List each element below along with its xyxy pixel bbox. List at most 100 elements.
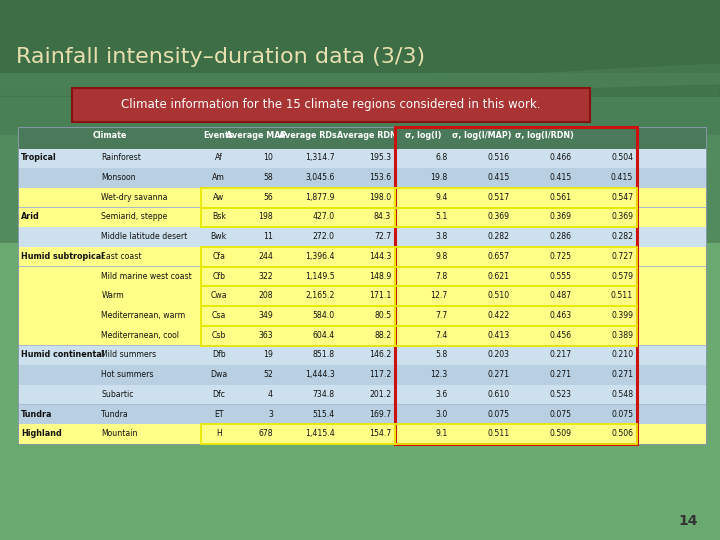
Text: 5.8: 5.8 — [436, 350, 448, 360]
Text: 12.3: 12.3 — [431, 370, 448, 379]
Text: Tundra: Tundra — [102, 409, 128, 418]
Text: Dwa: Dwa — [210, 370, 228, 379]
Text: 72.7: 72.7 — [374, 232, 391, 241]
Text: 734.8: 734.8 — [312, 390, 335, 399]
Text: 4: 4 — [268, 390, 273, 399]
Text: Tundra: Tundra — [21, 409, 53, 418]
Text: Am: Am — [212, 173, 225, 182]
Text: Csb: Csb — [212, 330, 226, 340]
Text: ET: ET — [214, 409, 224, 418]
Text: 0.579: 0.579 — [611, 272, 633, 281]
Text: 153.6: 153.6 — [369, 173, 391, 182]
Text: 88.2: 88.2 — [374, 330, 391, 340]
Text: 52: 52 — [264, 370, 273, 379]
Text: Warm: Warm — [102, 291, 124, 300]
Text: 19: 19 — [263, 350, 273, 360]
Text: 154.7: 154.7 — [369, 429, 391, 438]
Text: 0.415: 0.415 — [549, 173, 572, 182]
Text: East coast: East coast — [102, 252, 142, 261]
Text: 3.0: 3.0 — [436, 409, 448, 418]
Text: σ, log(I/MAP): σ, log(I/MAP) — [452, 131, 512, 140]
Text: Events: Events — [204, 131, 234, 140]
Text: Rainforest: Rainforest — [102, 153, 141, 163]
Text: Mild summers: Mild summers — [102, 350, 156, 360]
Text: 1,444.3: 1,444.3 — [305, 370, 335, 379]
Text: 84.3: 84.3 — [374, 212, 391, 221]
Text: Cfa: Cfa — [212, 252, 225, 261]
Text: Climate: Climate — [92, 131, 127, 140]
Text: 3: 3 — [268, 409, 273, 418]
Text: 3,045.6: 3,045.6 — [305, 173, 335, 182]
Text: 0.389: 0.389 — [611, 330, 633, 340]
Text: Mountain: Mountain — [102, 429, 138, 438]
Text: 427.0: 427.0 — [312, 212, 335, 221]
Text: 515.4: 515.4 — [312, 409, 335, 418]
Text: 0.523: 0.523 — [549, 390, 572, 399]
Text: 1,396.4: 1,396.4 — [305, 252, 335, 261]
Text: 0.463: 0.463 — [549, 311, 572, 320]
Text: 0.203: 0.203 — [487, 350, 510, 360]
Text: 0.548: 0.548 — [611, 390, 633, 399]
Text: 0.547: 0.547 — [611, 193, 633, 202]
Text: 198.0: 198.0 — [369, 193, 391, 202]
Text: 148.9: 148.9 — [369, 272, 391, 281]
Text: Af: Af — [215, 153, 222, 163]
Text: 1,877.9: 1,877.9 — [305, 193, 335, 202]
Text: Bwk: Bwk — [211, 232, 227, 241]
Text: Monsoon: Monsoon — [102, 173, 136, 182]
Text: 322: 322 — [258, 272, 273, 281]
Text: 58: 58 — [264, 173, 273, 182]
Text: 9.4: 9.4 — [435, 193, 448, 202]
Text: Average MAP: Average MAP — [226, 131, 287, 140]
Text: 0.271: 0.271 — [487, 370, 510, 379]
Text: 0.415: 0.415 — [611, 173, 633, 182]
Text: 349: 349 — [258, 311, 273, 320]
Text: 272.0: 272.0 — [312, 232, 335, 241]
Text: 0.487: 0.487 — [549, 291, 572, 300]
Text: 56: 56 — [264, 193, 273, 202]
Text: 0.422: 0.422 — [487, 311, 510, 320]
Text: 0.075: 0.075 — [487, 409, 510, 418]
Text: 19.8: 19.8 — [431, 173, 448, 182]
Text: Mild marine west coast: Mild marine west coast — [102, 272, 192, 281]
Text: 2,165.2: 2,165.2 — [305, 291, 335, 300]
Text: 0.657: 0.657 — [487, 252, 510, 261]
Text: Dfc: Dfc — [212, 390, 225, 399]
Text: 0.210: 0.210 — [611, 350, 633, 360]
Text: 0.621: 0.621 — [487, 272, 510, 281]
Text: 144.3: 144.3 — [369, 252, 391, 261]
Text: 11: 11 — [263, 232, 273, 241]
Text: 0.725: 0.725 — [549, 252, 572, 261]
Text: 0.510: 0.510 — [487, 291, 510, 300]
Text: Cfb: Cfb — [212, 272, 225, 281]
Text: 5.1: 5.1 — [435, 212, 448, 221]
Text: 7.8: 7.8 — [436, 272, 448, 281]
Text: Highland: Highland — [21, 429, 62, 438]
Text: 0.282: 0.282 — [487, 232, 510, 241]
Text: 0.399: 0.399 — [611, 311, 633, 320]
Text: 0.413: 0.413 — [487, 330, 510, 340]
Text: 0.456: 0.456 — [549, 330, 572, 340]
Text: Tropical: Tropical — [21, 153, 57, 163]
Text: 0.504: 0.504 — [611, 153, 633, 163]
Text: σ, log(I/RDN): σ, log(I/RDN) — [515, 131, 573, 140]
Text: H: H — [216, 429, 222, 438]
Text: Mediterranean, warm: Mediterranean, warm — [102, 311, 186, 320]
Text: 0.369: 0.369 — [549, 212, 572, 221]
Text: 208: 208 — [258, 291, 273, 300]
Text: 171.1: 171.1 — [369, 291, 391, 300]
Text: Cwa: Cwa — [210, 291, 227, 300]
Text: Climate information for the 15 climate regions considered in this work.: Climate information for the 15 climate r… — [122, 98, 541, 111]
Text: Csa: Csa — [212, 311, 226, 320]
Text: 0.369: 0.369 — [487, 212, 510, 221]
Text: 1,149.5: 1,149.5 — [305, 272, 335, 281]
Text: 0.610: 0.610 — [487, 390, 510, 399]
Text: 3.8: 3.8 — [436, 232, 448, 241]
Text: 3.6: 3.6 — [436, 390, 448, 399]
Text: 195.3: 195.3 — [369, 153, 391, 163]
Text: 0.511: 0.511 — [611, 291, 633, 300]
Text: 678: 678 — [258, 429, 273, 438]
Text: 10: 10 — [263, 153, 273, 163]
Text: 584.0: 584.0 — [312, 311, 335, 320]
Text: 12.7: 12.7 — [431, 291, 448, 300]
